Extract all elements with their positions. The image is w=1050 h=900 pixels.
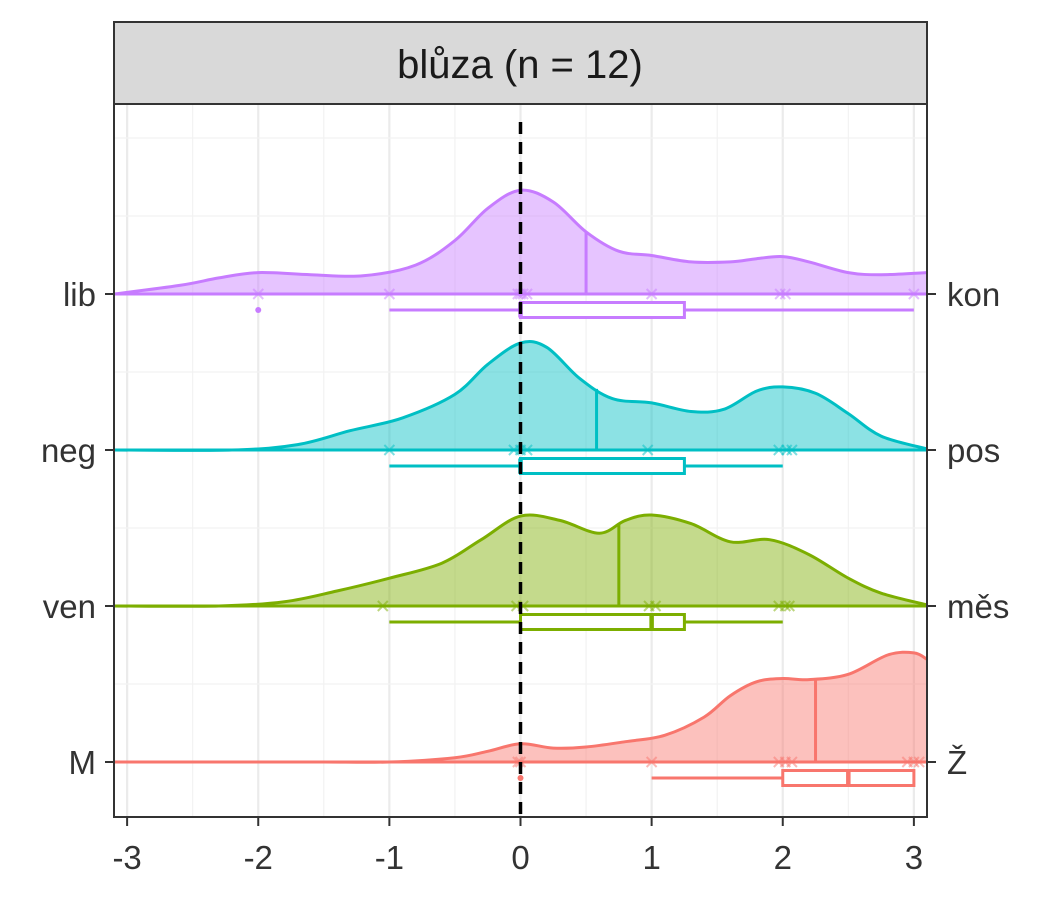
- density-area: [114, 514, 927, 607]
- x-tick-label: -2: [244, 839, 273, 876]
- data-point: [786, 756, 798, 768]
- y-tick-label-left: M: [69, 744, 97, 781]
- y-tick-label-left: ven: [43, 588, 96, 625]
- point-marker-stroke: [779, 600, 792, 612]
- point-marker-stroke: [908, 288, 920, 300]
- data-point: [252, 288, 264, 300]
- point-marker-stroke: [377, 600, 389, 612]
- data-point: [521, 444, 533, 456]
- data-point: [908, 288, 920, 300]
- point-marker-stroke: [786, 444, 798, 456]
- strip-background: [113, 21, 928, 105]
- y-tick-label-right: měs: [947, 588, 1009, 625]
- point-marker-stroke: [383, 288, 396, 300]
- data-point: [779, 288, 792, 300]
- data-point: [913, 756, 925, 768]
- data-point: [908, 756, 920, 768]
- point-marker-stroke: [641, 444, 654, 456]
- data-point: [783, 600, 796, 612]
- point-marker-stroke: [521, 444, 533, 456]
- data-point: [645, 288, 658, 300]
- point-marker-stroke: [521, 288, 533, 300]
- point-marker-stroke: [252, 288, 264, 300]
- x-tick-label: -3: [112, 839, 141, 876]
- x-tick-label: -1: [375, 839, 404, 876]
- box-outlier: [255, 307, 262, 313]
- ridge-M: [114, 650, 928, 787]
- data-point: [521, 288, 533, 300]
- point-marker-stroke: [779, 288, 792, 300]
- data-point: [377, 600, 389, 612]
- x-tick-label: 0: [511, 839, 529, 876]
- box-body: [519, 613, 686, 631]
- y-tick-label-left: neg: [41, 432, 96, 469]
- density-area: [114, 652, 927, 763]
- point-marker-stroke: [783, 600, 796, 612]
- point-marker-stroke: [774, 288, 786, 300]
- box-body: [519, 301, 686, 319]
- data-point: [649, 600, 662, 612]
- data-point: [645, 756, 658, 768]
- density-line: [113, 513, 928, 608]
- y-tick-label-right: pos: [947, 432, 1000, 469]
- x-tick-label: 2: [774, 839, 792, 876]
- axis-layer: -3 -2 -1 0 1 2 3 lib kon neg pos ven měs M Ž: [41, 276, 1009, 876]
- ridge-ven: [113, 513, 928, 631]
- data-point: [774, 288, 786, 300]
- point-marker-stroke: [512, 756, 524, 768]
- point-marker-stroke: [645, 756, 658, 768]
- data-point: [779, 600, 792, 612]
- point-marker-stroke: [786, 756, 798, 768]
- facet-title: blůza (n = 12): [397, 43, 643, 87]
- point-marker-stroke: [383, 444, 396, 456]
- data-point: [641, 444, 654, 456]
- density-line: [113, 188, 928, 296]
- data-point: [383, 288, 396, 300]
- point-marker-stroke: [780, 444, 793, 456]
- x-tick-label: 1: [642, 839, 660, 876]
- y-tick-label-right: kon: [947, 276, 1000, 313]
- y-tick-label-right: Ž: [947, 744, 967, 781]
- data-point: [780, 444, 793, 456]
- density-line: [113, 340, 928, 452]
- box-outlier: [517, 775, 524, 781]
- x-tick-label: 3: [905, 839, 923, 876]
- data-point: [786, 444, 798, 456]
- data-point: [383, 444, 396, 456]
- point-marker-stroke: [517, 288, 529, 300]
- point-marker-stroke: [908, 756, 920, 768]
- point-marker-stroke: [649, 600, 662, 612]
- density-area: [114, 341, 927, 451]
- point-marker-stroke: [913, 756, 925, 768]
- point-marker-stroke: [645, 288, 658, 300]
- y-tick-label-left: lib: [63, 276, 96, 313]
- box-body: [519, 457, 686, 475]
